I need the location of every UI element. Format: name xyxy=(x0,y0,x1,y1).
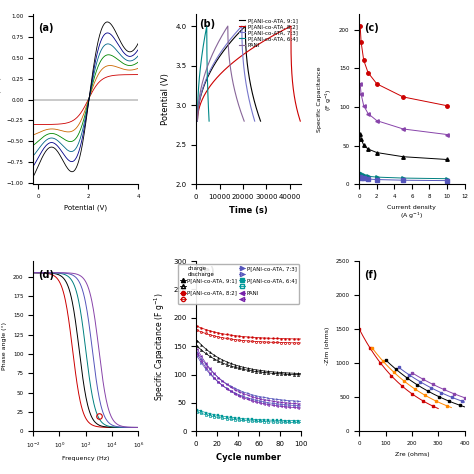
X-axis label: Current density
(A g$^{-1}$): Current density (A g$^{-1}$) xyxy=(387,205,437,221)
Text: (f): (f) xyxy=(365,270,378,280)
Text: (d): (d) xyxy=(38,270,55,280)
X-axis label: Frequency (Hz): Frequency (Hz) xyxy=(62,456,109,461)
Legend: P[ANI-co-ATA, 9:1], P[ANI-co-ATA, 8:2], P[ANI-co-ATA, 7:3], P[ANI-co-ATA, 6:4], : P[ANI-co-ATA, 9:1], P[ANI-co-ATA, 8:2], … xyxy=(237,17,299,49)
Text: (b): (b) xyxy=(200,19,216,29)
X-axis label: Zre (ohms): Zre (ohms) xyxy=(395,452,429,456)
Y-axis label: Specific Capacitance
(F g$^{-1}$): Specific Capacitance (F g$^{-1}$) xyxy=(317,66,334,132)
X-axis label: Time (s): Time (s) xyxy=(229,206,268,215)
Y-axis label: Phase angle (°): Phase angle (°) xyxy=(2,322,8,370)
Text: (a): (a) xyxy=(38,23,54,33)
Y-axis label: Specific Capacitance (F g$^{-1}$): Specific Capacitance (F g$^{-1}$) xyxy=(153,292,167,401)
Legend: charge, discharge, P[ANI-co-ATA, 9:1], , P[ANI-co-ATA, 8:2], , P[ANI-co-ATA, 7:3: charge, discharge, P[ANI-co-ATA, 9:1], ,… xyxy=(178,264,299,304)
Text: (e): (e) xyxy=(200,266,215,276)
X-axis label: Cycle number: Cycle number xyxy=(217,453,281,462)
Text: (c): (c) xyxy=(365,23,379,33)
Y-axis label: Current (mA): Current (mA) xyxy=(0,77,1,122)
Y-axis label: Potential (V): Potential (V) xyxy=(161,73,170,125)
X-axis label: Potential (V): Potential (V) xyxy=(64,205,107,211)
Y-axis label: -Zim (ohms): -Zim (ohms) xyxy=(325,327,330,365)
